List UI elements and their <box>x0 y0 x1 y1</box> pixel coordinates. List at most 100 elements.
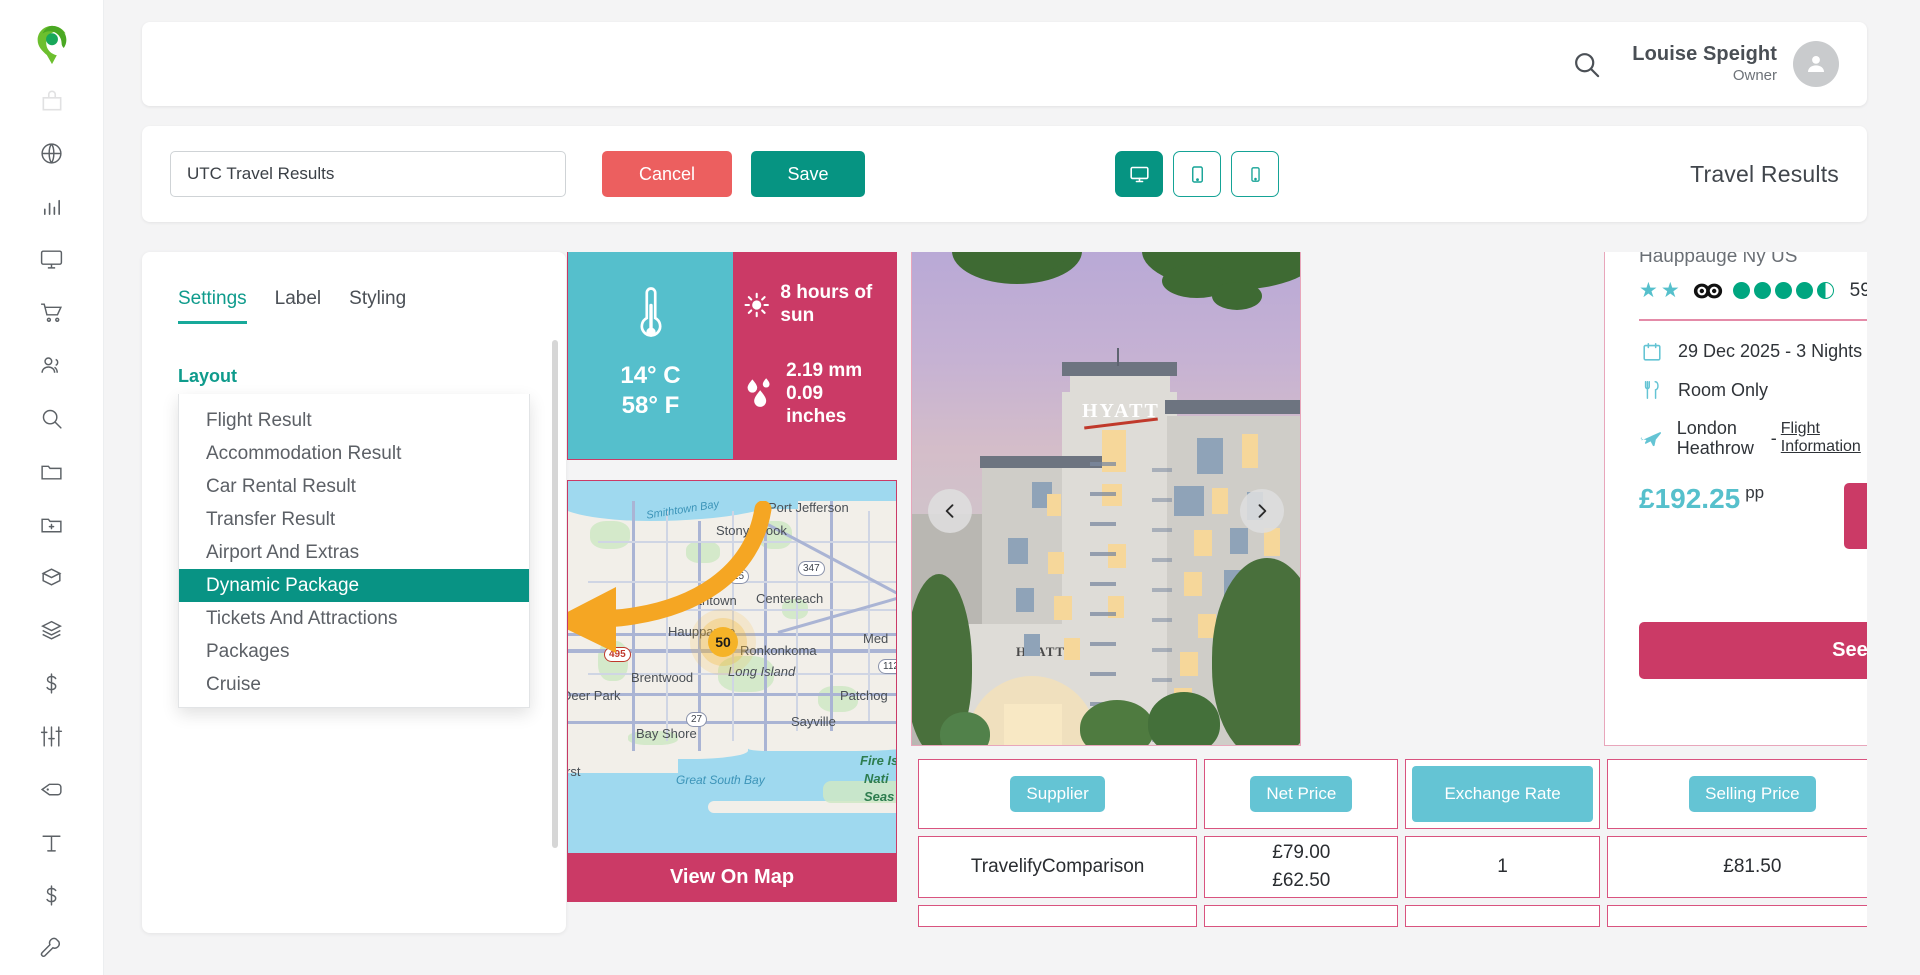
tripadvisor-rating-dots <box>1732 282 1834 299</box>
cell-partial <box>1204 905 1399 927</box>
hotel-exterior-photo[interactable]: HYATT HYATT <box>911 252 1301 746</box>
text-icon[interactable] <box>24 816 80 869</box>
search-icon[interactable] <box>1571 49 1602 80</box>
weather-conditions-panel: 8 hours of sun 2.19 mm 0.09 inches <box>733 252 896 459</box>
settings-tabs: Settings Label Styling <box>142 252 566 324</box>
page-title: Travel Results <box>1690 160 1839 187</box>
layout-dropdown-list: Flight Result Accommodation Result Car R… <box>178 394 530 708</box>
bag-icon[interactable] <box>24 74 80 127</box>
map-marker-50[interactable]: 50 <box>708 627 738 657</box>
search-icon[interactable] <box>24 392 80 445</box>
view-on-map-button[interactable]: View On Map <box>568 853 896 901</box>
cell-net-price: £79.00 £62.50 <box>1204 836 1399 898</box>
calendar-icon <box>1639 341 1665 363</box>
editor-toolbar: Cancel Save Travel Results <box>142 126 1867 222</box>
cell-partial <box>1405 905 1600 927</box>
sliders-icon[interactable] <box>24 710 80 763</box>
preview-left-column: 14° C 58° F 8 hours of sun <box>566 252 910 940</box>
weather-widget: 14° C 58° F 8 hours of sun <box>567 252 897 460</box>
layout-option-packages[interactable]: Packages <box>206 641 290 662</box>
dollar-2-icon[interactable] <box>24 869 80 922</box>
boxes-icon[interactable] <box>24 604 80 657</box>
cell-selling-price: £81.50 <box>1606 836 1867 898</box>
cancel-button[interactable]: Cancel <box>602 151 732 197</box>
tab-styling[interactable]: Styling <box>349 288 407 309</box>
supplier-pricing-table: Supplier Net Price Exchange Rate Selling… <box>911 752 1867 934</box>
avatar[interactable] <box>1793 41 1839 87</box>
monitor-icon[interactable] <box>24 233 80 286</box>
tag-icon[interactable] <box>24 763 80 816</box>
map-shield: 27 <box>686 712 708 727</box>
users-icon[interactable] <box>24 339 80 392</box>
map-canvas[interactable]: 347 25 112 495 27 Smithtown Bay Port Jef… <box>568 481 896 853</box>
layout-option-flight-result[interactable]: Flight Result <box>206 410 312 431</box>
map-label: Med <box>863 631 889 646</box>
settings-scrollbar[interactable] <box>552 340 558 848</box>
map-widget: 347 25 112 495 27 Smithtown Bay Port Jef… <box>567 480 897 902</box>
header-cell-supplier: Supplier <box>918 759 1198 829</box>
carousel-next-button[interactable] <box>1240 489 1284 533</box>
table-row-partial <box>918 905 1867 927</box>
dollar-icon[interactable] <box>24 657 80 710</box>
layout-option-dynamic-package[interactable]: Dynamic Package <box>179 569 529 602</box>
tab-settings[interactable]: Settings <box>178 288 247 324</box>
map-label: Great South Bay <box>676 773 765 787</box>
header-cell-net-price: Net Price <box>1204 759 1399 829</box>
fact-departure-airport[interactable]: London Heathrow - Flight Information <box>1639 418 1867 459</box>
header-cell-selling-price: Selling Price <box>1606 759 1867 829</box>
mobile-view-button[interactable] <box>1231 151 1279 197</box>
user-name: Louise Speight <box>1632 43 1777 66</box>
header-cell-exchange-rate: Exchange Rate <box>1405 759 1600 829</box>
flight-information-link[interactable]: Flight Information <box>1780 419 1861 456</box>
map-label: Deer Park <box>568 688 621 703</box>
review-count: 5913 Reviews <box>1849 279 1867 301</box>
price-row: £192.25 pp Pay a deposit of just £115.75… <box>1639 482 1867 550</box>
page-name-input[interactable] <box>170 151 566 197</box>
tripadvisor-owl-icon <box>1693 282 1723 300</box>
hotel-brand-sign: HYATT <box>1082 400 1160 422</box>
supplier-chip[interactable]: Supplier <box>1010 776 1105 812</box>
pay-deposit-button[interactable]: Pay a deposit of just £115.75 per person <box>1844 482 1867 550</box>
layout-option-accommodation-result[interactable]: Accommodation Result <box>206 443 402 464</box>
save-button[interactable]: Save <box>751 151 865 197</box>
user-role: Owner <box>1732 66 1777 84</box>
rating-row: ★★ 5913 Reviews <box>1639 278 1867 303</box>
left-icon-rail <box>0 0 104 975</box>
tab-label[interactable]: Label <box>274 288 322 309</box>
table-header-row: Supplier Net Price Exchange Rate Selling… <box>918 759 1867 829</box>
layout-option-car-rental-result[interactable]: Car Rental Result <box>206 476 356 497</box>
cell-partial <box>1606 905 1867 927</box>
brand-location-pin-logo[interactable] <box>29 22 75 68</box>
map-label: Brentwood <box>631 670 694 685</box>
price-suffix: pp <box>1745 482 1765 502</box>
map-label: Patchog <box>840 688 888 703</box>
sun-icon <box>744 292 769 318</box>
map-label: Port Jefferson <box>768 500 849 515</box>
tablet-view-button[interactable] <box>1173 151 1221 197</box>
fact-board-basis: Room Only <box>1639 379 1867 402</box>
layout-option-airport-and-extras[interactable]: Airport And Extras <box>206 542 360 563</box>
user-identity[interactable]: Louise Speight Owner <box>1632 43 1777 84</box>
exchange-rate-chip[interactable]: Exchange Rate <box>1412 766 1593 822</box>
net-price-chip[interactable]: Net Price <box>1250 776 1353 812</box>
rainfall-text: 2.19 mm 0.09 inches <box>786 360 863 427</box>
folder-plus-icon[interactable] <box>24 498 80 551</box>
box-icon[interactable] <box>24 551 80 604</box>
divider <box>1639 319 1867 321</box>
desktop-view-button[interactable] <box>1115 151 1163 197</box>
globe-icon[interactable] <box>24 127 80 180</box>
map-shield: 495 <box>604 647 631 662</box>
layout-option-transfer-result[interactable]: Transfer Result <box>206 509 336 530</box>
layout-option-cruise[interactable]: Cruise <box>206 674 261 695</box>
carousel-prev-button[interactable] <box>928 489 972 533</box>
folder-icon[interactable] <box>24 445 80 498</box>
layout-option-tickets-and-attractions[interactable]: Tickets And Attractions <box>206 608 398 629</box>
shopping-cart-icon[interactable] <box>24 286 80 339</box>
temperature-values: 14° C 58° F <box>620 362 681 419</box>
wrench-icon[interactable] <box>24 922 80 975</box>
see-details-button[interactable]: See Details <box>1639 622 1867 680</box>
booking-facts-grid: 29 Dec 2025 - 3 Nights Economy Room Only… <box>1639 341 1867 459</box>
bar-chart-icon[interactable] <box>24 180 80 233</box>
total-price: £192.25 <box>1639 482 1741 514</box>
selling-price-chip[interactable]: Selling Price <box>1689 776 1816 812</box>
